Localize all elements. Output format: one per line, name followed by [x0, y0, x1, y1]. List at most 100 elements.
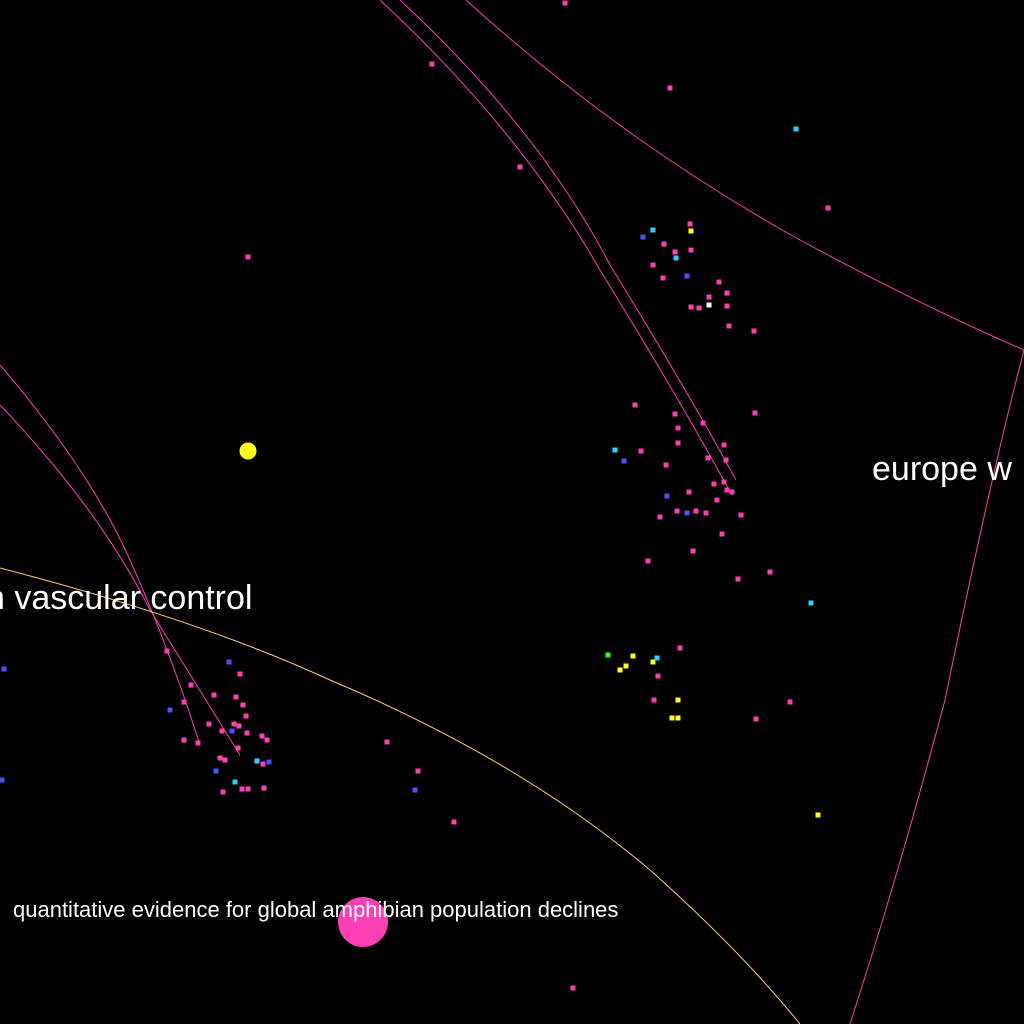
paper-node[interactable]	[562, 0, 568, 6]
paper-node[interactable]	[217, 755, 223, 761]
paper-node[interactable]	[693, 508, 699, 514]
paper-node[interactable]	[672, 411, 678, 417]
paper-node[interactable]	[729, 489, 735, 495]
paper-node[interactable]	[738, 512, 744, 518]
paper-node[interactable]	[188, 682, 194, 688]
paper-node[interactable]	[654, 655, 660, 661]
paper-node[interactable]	[724, 290, 730, 296]
paper-node[interactable]	[243, 713, 249, 719]
paper-node[interactable]	[675, 425, 681, 431]
paper-node[interactable]	[632, 402, 638, 408]
paper-node[interactable]	[239, 786, 245, 792]
paper-node[interactable]	[254, 758, 260, 764]
paper-node[interactable]	[181, 737, 187, 743]
paper-node[interactable]	[650, 227, 656, 233]
paper-node[interactable]	[660, 275, 666, 281]
paper-node[interactable]	[661, 241, 667, 247]
paper-node[interactable]	[724, 303, 730, 309]
cluster-label-vascular-control[interactable]: n vascular control	[0, 579, 253, 617]
paper-node[interactable]	[638, 448, 644, 454]
paper-node[interactable]	[645, 558, 651, 564]
paper-node[interactable]	[673, 255, 679, 261]
paper-node[interactable]	[260, 761, 266, 767]
paper-node[interactable]	[261, 785, 267, 791]
paper-node[interactable]	[657, 514, 663, 520]
cluster-label-amphibian-declines[interactable]: quantitative evidence for global amphibi…	[13, 897, 619, 922]
paper-node[interactable]	[808, 600, 814, 606]
paper-node[interactable]	[231, 721, 237, 727]
paper-node[interactable]	[617, 667, 623, 673]
paper-node[interactable]	[236, 723, 242, 729]
paper-node[interactable]	[705, 455, 711, 461]
paper-node[interactable]	[167, 707, 173, 713]
paper-node[interactable]	[700, 420, 706, 426]
paper-node[interactable]	[229, 728, 235, 734]
paper-node[interactable]	[222, 757, 228, 763]
highlight-node-yellow[interactable]	[239, 442, 257, 460]
paper-node[interactable]	[259, 733, 265, 739]
paper-node[interactable]	[621, 458, 627, 464]
paper-node[interactable]	[669, 715, 675, 721]
paper-node[interactable]	[412, 787, 418, 793]
paper-node[interactable]	[605, 652, 611, 658]
paper-node[interactable]	[623, 663, 629, 669]
paper-node[interactable]	[672, 249, 678, 255]
paper-node[interactable]	[688, 304, 694, 310]
paper-node[interactable]	[570, 985, 576, 991]
paper-node[interactable]	[688, 247, 694, 253]
paper-node[interactable]	[384, 739, 390, 745]
cluster-label-europe[interactable]: europe w	[872, 450, 1012, 488]
paper-node[interactable]	[735, 576, 741, 582]
paper-node[interactable]	[684, 510, 690, 516]
paper-node[interactable]	[429, 61, 435, 67]
paper-node[interactable]	[703, 510, 709, 516]
paper-node[interactable]	[181, 699, 187, 705]
paper-node[interactable]	[237, 671, 243, 677]
paper-node[interactable]	[264, 737, 270, 743]
paper-node[interactable]	[667, 85, 673, 91]
paper-node[interactable]	[240, 702, 246, 708]
paper-node[interactable]	[706, 302, 712, 308]
highlight-node-amphibian[interactable]	[338, 897, 388, 947]
paper-node[interactable]	[517, 164, 523, 170]
paper-node[interactable]	[688, 228, 694, 234]
paper-node[interactable]	[675, 440, 681, 446]
paper-node[interactable]	[0, 777, 5, 783]
paper-node[interactable]	[752, 410, 758, 416]
paper-node[interactable]	[706, 294, 712, 300]
paper-node[interactable]	[219, 728, 225, 734]
paper-node[interactable]	[751, 328, 757, 334]
paper-node[interactable]	[675, 697, 681, 703]
paper-node[interactable]	[1, 666, 7, 672]
paper-node[interactable]	[651, 697, 657, 703]
paper-node[interactable]	[211, 692, 217, 698]
paper-node[interactable]	[721, 442, 727, 448]
paper-node[interactable]	[266, 759, 272, 765]
paper-node[interactable]	[245, 786, 251, 792]
paper-node[interactable]	[723, 457, 729, 463]
paper-node[interactable]	[684, 273, 690, 279]
paper-node[interactable]	[233, 694, 239, 700]
paper-node[interactable]	[164, 648, 170, 654]
paper-node[interactable]	[415, 768, 421, 774]
paper-node[interactable]	[640, 234, 646, 240]
paper-node[interactable]	[663, 462, 669, 468]
paper-node[interactable]	[213, 768, 219, 774]
paper-node[interactable]	[815, 812, 821, 818]
paper-node[interactable]	[716, 279, 722, 285]
paper-node[interactable]	[726, 323, 732, 329]
paper-node[interactable]	[724, 487, 730, 493]
paper-node[interactable]	[711, 481, 717, 487]
paper-node[interactable]	[787, 699, 793, 705]
paper-node[interactable]	[714, 497, 720, 503]
paper-node[interactable]	[650, 262, 656, 268]
paper-node[interactable]	[650, 659, 656, 665]
paper-node[interactable]	[235, 745, 241, 751]
paper-node[interactable]	[690, 548, 696, 554]
paper-node[interactable]	[612, 447, 618, 453]
paper-node[interactable]	[686, 489, 692, 495]
paper-node[interactable]	[195, 740, 201, 746]
paper-node[interactable]	[655, 673, 661, 679]
paper-node[interactable]	[664, 493, 670, 499]
